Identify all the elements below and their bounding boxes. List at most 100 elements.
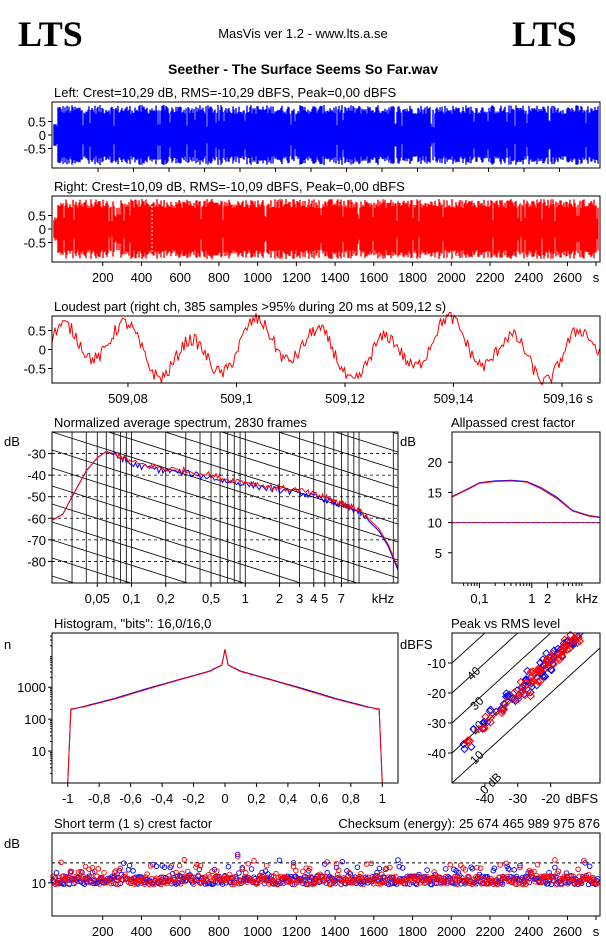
crest-point [538, 873, 544, 880]
y-tick-label: 0 [39, 128, 46, 143]
crest-point [276, 880, 283, 887]
crest-point [358, 870, 364, 877]
crest-point [306, 865, 313, 872]
crest-point [379, 871, 385, 878]
crest-point [550, 873, 557, 880]
crest-point [176, 862, 183, 869]
crest-point [424, 867, 430, 873]
scatter-point [498, 704, 508, 713]
x-tick-label: 7 [338, 591, 345, 606]
crest-point [197, 862, 204, 869]
x-tick-label: 1200 [282, 270, 311, 285]
crest-point [92, 868, 98, 875]
spectrum-panel: Normalized average spectrum, 2830 frames… [4, 270, 399, 740]
x-tick-label: 0,05 [85, 591, 110, 606]
slope-line [52, 630, 398, 740]
crest-point [399, 865, 406, 871]
crest-point [497, 862, 504, 868]
crest-point [194, 861, 200, 868]
x-tick-label: 509,14 [434, 391, 474, 406]
y-tick-label: -30 [27, 447, 46, 462]
y-tick-label: 10 [32, 876, 46, 891]
x-tick-label: 1000 [243, 924, 272, 939]
crest-point [234, 851, 241, 858]
x-tick-label: 800 [208, 924, 230, 939]
y-axis-label: dBFS [400, 637, 433, 652]
scatter-point [510, 694, 520, 704]
y-tick-label: -60 [27, 511, 46, 526]
slope-line [333, 432, 398, 453]
crest-point [111, 869, 118, 876]
x-tick-label: 1600 [359, 270, 388, 285]
crest-point [404, 880, 411, 887]
crest-point [471, 877, 478, 884]
loudest-title: Loudest part (right ch, 385 samples >95%… [54, 299, 446, 314]
y-tick-label: -80 [27, 554, 46, 569]
crest-point [280, 880, 286, 887]
scatter-point [539, 660, 549, 670]
slope-line [52, 270, 398, 380]
crest-point [474, 864, 480, 871]
x-tick-label: 800 [208, 270, 230, 285]
histogram-series-right [67, 649, 383, 784]
crest-point [354, 864, 361, 870]
x-tick-label: 0,2 [157, 591, 175, 606]
crest-point [524, 878, 530, 885]
waveform-envelope [53, 199, 599, 259]
checksum-annotation: Checksum (energy): 25 674 465 989 975 87… [338, 816, 600, 831]
crest-point [387, 864, 393, 871]
crest-point [401, 880, 407, 887]
scatter-point [534, 667, 544, 676]
scatter-point [498, 706, 507, 715]
crest-point [101, 869, 107, 876]
crest-point [547, 872, 553, 879]
scatter-point [526, 667, 536, 677]
scatter-point [504, 691, 513, 700]
y-tick-label: -20 [427, 686, 446, 701]
crest-point [459, 877, 465, 884]
crest-point [336, 867, 342, 873]
crest-point [498, 880, 505, 886]
crest-point [290, 863, 297, 870]
y-tick-label: 0 [39, 222, 46, 237]
scatter-point [554, 653, 564, 663]
crest-diagonal [452, 633, 486, 664]
crest-point [555, 868, 562, 874]
scatter-point [549, 659, 559, 669]
crest-point [173, 869, 179, 876]
crest-point [290, 860, 297, 866]
logo-right: LTS [512, 14, 577, 54]
x-tick-label: 4 [310, 591, 317, 606]
y-tick-label: 0.5 [28, 209, 46, 224]
x-tick-label: 2000 [437, 270, 466, 285]
x-tick-label: 1000 [243, 270, 272, 285]
y-tick-label: -40 [427, 746, 446, 761]
crest-point [568, 873, 574, 880]
x-tick-label: 2400 [514, 924, 543, 939]
crest-point [245, 861, 251, 867]
crest-point [574, 881, 580, 887]
scatter-point [541, 657, 551, 666]
crest-point [161, 864, 168, 870]
scatter-point [575, 636, 584, 646]
crest-point [455, 869, 462, 876]
crest-point [324, 859, 330, 865]
y-tick-label: 100 [24, 712, 46, 727]
crest-point [260, 872, 267, 878]
crest-point [567, 876, 573, 883]
crest-point [442, 866, 449, 872]
y-tick-label: -0.5 [24, 142, 46, 157]
x-tick-label: 2600 [553, 270, 582, 285]
x-tick-label: 400 [131, 924, 153, 939]
loudest-part-panel: Loudest part (right ch, 385 samples >95%… [24, 299, 601, 406]
x-tick-label: 1800 [398, 270, 427, 285]
x-tick-label: 0,5 [202, 591, 220, 606]
allpassed-title: Allpassed crest factor [451, 415, 576, 430]
crest-point [340, 875, 347, 881]
crest-point [300, 868, 306, 875]
crest-point [585, 871, 592, 878]
slope-lines [52, 270, 398, 740]
file-title: Seether - The Surface Seems So Far.wav [168, 61, 438, 77]
crest-point [395, 857, 401, 863]
x-tick-label: 600 [169, 270, 191, 285]
